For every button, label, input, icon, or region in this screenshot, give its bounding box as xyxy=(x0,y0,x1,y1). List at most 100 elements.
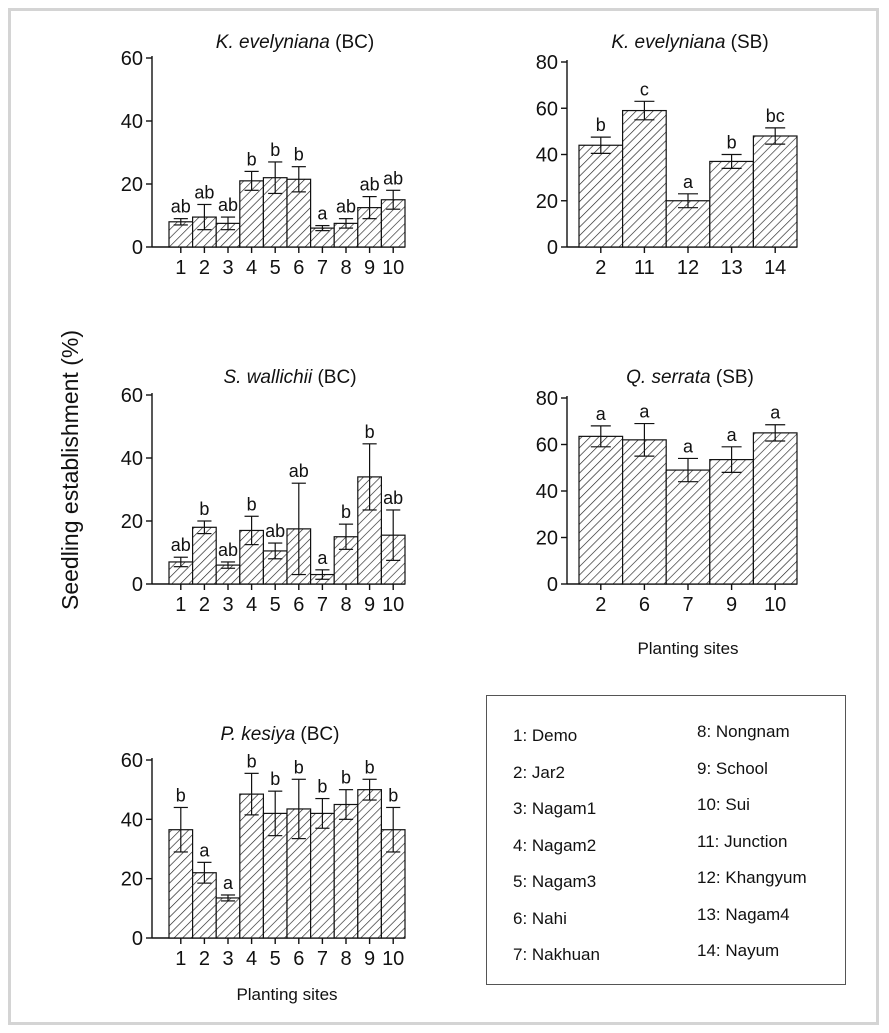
significance-letter: ab xyxy=(336,197,356,217)
significance-letter: b xyxy=(247,149,257,169)
significance-letter: ab xyxy=(383,168,403,188)
error-bar xyxy=(291,166,306,193)
legend-item: 13: Nagam4 xyxy=(697,904,790,924)
y-tick-label: 40 xyxy=(121,111,143,133)
bar xyxy=(333,803,359,939)
significance-letter: b xyxy=(247,494,257,514)
legend-item: 12: Khangyum xyxy=(697,868,807,887)
x-tick-label: 11 xyxy=(634,257,655,279)
significance-letter: ab xyxy=(218,195,238,215)
x-tick-label: 2 xyxy=(595,594,606,616)
error-bar xyxy=(386,189,401,210)
error-bar xyxy=(220,216,236,231)
y-tick-label: 0 xyxy=(547,574,558,596)
y-tick-label: 60 xyxy=(121,385,143,407)
chart-title: K. evelyniana (BC) xyxy=(216,32,374,53)
bar xyxy=(215,897,241,939)
x-tick-label: 8 xyxy=(340,594,351,616)
error-bar xyxy=(315,224,330,232)
x-tick-label: 6 xyxy=(293,948,304,970)
error-bar xyxy=(268,790,283,837)
significance-letter: b xyxy=(270,769,280,789)
error-bar xyxy=(721,153,742,169)
bar xyxy=(310,812,335,939)
chart-panel-4: Q. serrata (SB) 0 20 40 60 80 a 2 a 6 a 7 a 9 a 10 Plant… xyxy=(536,367,798,658)
error-bar xyxy=(678,457,698,483)
x-tick-label: 2 xyxy=(199,948,210,970)
error-bar xyxy=(268,542,283,560)
x-tick-label: 9 xyxy=(726,594,737,616)
x-tick-label: 2 xyxy=(595,257,606,279)
error-bar xyxy=(362,443,377,511)
x-tick-label: 4 xyxy=(246,594,257,616)
legend-item: 2: Jar2 xyxy=(513,762,565,782)
legend-item: 4: Nagam2 xyxy=(513,835,597,855)
site-legend: 1: Demo 2: Jar2 3: Nagam1 4: Nagam2 5: Nagam… xyxy=(486,695,846,985)
x-tick-label: 4 xyxy=(246,257,257,279)
x-tick-label: 2 xyxy=(199,594,210,616)
y-tick-label: 60 xyxy=(121,750,143,772)
x-tick-label: 13 xyxy=(720,257,742,279)
error-bar xyxy=(244,170,259,191)
x-tick-label: 1 xyxy=(175,948,186,970)
significance-letter: c xyxy=(640,79,649,99)
y-tick-label: 20 xyxy=(121,511,143,533)
x-tick-label: 1 xyxy=(175,594,186,616)
x-tick-label: 9 xyxy=(364,948,375,970)
bar xyxy=(709,459,754,585)
legend-item: 14: Nayum xyxy=(697,941,780,960)
significance-letter: ab xyxy=(171,535,191,555)
chart-title: S. wallichii (BC) xyxy=(223,367,356,388)
chart-panel-2: K. evelyniana (SB) 0 20 40 60 80 b 2 c 11 a 12 b 13 bc… xyxy=(536,32,798,279)
significance-letter: a xyxy=(223,873,234,893)
significance-letter: b xyxy=(199,499,209,519)
x-tick-label: 10 xyxy=(382,948,404,970)
error-bar xyxy=(765,127,786,145)
significance-letter: a xyxy=(639,402,650,422)
error-bar xyxy=(173,218,188,226)
y-tick-label: 40 xyxy=(536,145,558,167)
significance-letter: a xyxy=(596,404,607,424)
bar xyxy=(578,435,624,585)
error-bar xyxy=(173,556,188,568)
y-tick-label: 0 xyxy=(132,237,143,259)
chart-title: Q. serrata (SB) xyxy=(626,367,754,388)
y-tick-label: 80 xyxy=(536,52,558,74)
error-bar xyxy=(362,778,377,801)
error-bar xyxy=(268,161,283,195)
error-bar xyxy=(765,424,786,442)
bar xyxy=(239,793,265,939)
y-tick-label: 20 xyxy=(121,174,143,196)
y-tick-label: 60 xyxy=(536,98,558,120)
error-bar xyxy=(244,515,259,546)
error-bar xyxy=(291,482,306,576)
significance-letter: a xyxy=(770,403,781,423)
error-bar xyxy=(315,569,330,580)
y-tick-label: 0 xyxy=(132,928,143,950)
x-tick-label: 9 xyxy=(364,257,375,279)
chart-panel-3: S. wallichii (BC)0204060ab1b2ab3b4ab5ab6… xyxy=(121,367,406,616)
y-tick-label: 40 xyxy=(121,809,143,831)
significance-letter: b xyxy=(247,751,257,771)
significance-letter: a xyxy=(317,548,328,568)
error-bar xyxy=(220,561,236,569)
significance-letter: a xyxy=(683,436,694,456)
legend-item: 10: Sui xyxy=(697,795,750,814)
bar xyxy=(621,109,667,248)
x-tick-label: 7 xyxy=(317,257,328,279)
x-tick-label: 3 xyxy=(222,594,233,616)
error-bar xyxy=(291,778,306,840)
significance-letter: ab xyxy=(289,461,309,481)
legend-item: 1: Demo xyxy=(513,726,578,745)
bar xyxy=(752,432,798,585)
x-tick-label: 10 xyxy=(382,257,404,279)
x-tick-label: 5 xyxy=(270,257,281,279)
bar xyxy=(621,439,667,585)
significance-letter: ab xyxy=(194,182,214,202)
x-tick-label: 5 xyxy=(270,594,281,616)
significance-letter: a xyxy=(317,204,328,224)
error-bar xyxy=(338,789,354,820)
significance-letter: bc xyxy=(766,106,785,126)
y-tick-label: 40 xyxy=(536,481,558,503)
